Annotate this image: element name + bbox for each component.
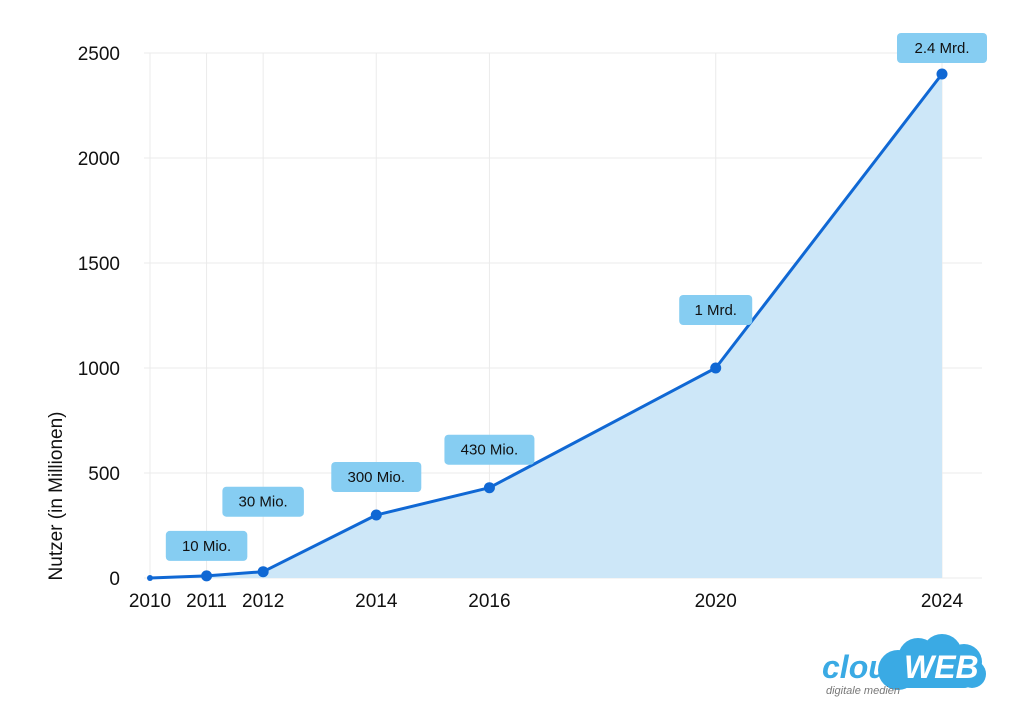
data-label-2011: 10 Mio.	[165, 530, 248, 561]
y-tick-label: 2000	[78, 149, 120, 170]
data-label-2024: 2.4 Mrd.	[897, 33, 987, 63]
y-tick-label: 0	[109, 569, 120, 590]
data-label-text: 30 Mio.	[239, 494, 288, 511]
x-tick-label: 2012	[242, 591, 284, 612]
y-tick-label: 2500	[78, 44, 120, 65]
y-tick-label: 1000	[78, 359, 120, 380]
data-label-text: 1 Mrd.	[694, 302, 737, 319]
y-tick-label: 1500	[78, 254, 120, 275]
data-point-2011	[201, 570, 213, 582]
cloudweb-logo: cloud WEB digitale medien	[818, 632, 990, 698]
data-label-box	[222, 486, 304, 517]
area-fill	[150, 74, 942, 578]
y-tick-label: 500	[88, 464, 120, 485]
data-point-2010	[147, 575, 153, 581]
x-tick-label: 2016	[468, 591, 510, 612]
data-markers	[147, 68, 948, 582]
x-tick-label: 2011	[186, 591, 227, 612]
x-tick-label: 2020	[695, 591, 737, 612]
logo-tagline: digitale medien	[826, 685, 900, 697]
data-label-box	[165, 530, 248, 561]
data-label-text: 10 Mio.	[182, 538, 231, 555]
y-axis-label: Nutzer (in Millionen)	[46, 412, 67, 581]
x-tick-label: 2014	[355, 591, 398, 612]
y-axis-ticks: 0 500 1000 1500 2000 2500	[78, 44, 120, 590]
x-tick-label: 2010	[129, 591, 171, 612]
x-axis-ticks: 2010 2011 2012 2014 2016 2020 2024	[129, 591, 964, 612]
logo-brand-main: cloud	[822, 649, 909, 685]
data-label-box	[679, 295, 753, 325]
data-label-2012: 30 Mio.	[222, 486, 304, 517]
data-point-2012	[257, 566, 269, 578]
data-labels: 10 Mio. 30 Mio. 300 Mio. 430 Mio. 1 Mrd. 2.4 …	[165, 33, 987, 561]
data-label-2016: 430 Mio.	[444, 434, 535, 465]
logo-brand-accent: WEB	[904, 649, 979, 685]
data-label-box	[331, 462, 422, 492]
x-tick-label: 2024	[921, 591, 964, 612]
data-point-2024	[936, 68, 948, 80]
data-point-2020	[710, 362, 722, 374]
data-label-text: 2.4 Mrd.	[914, 40, 969, 57]
data-label-2020: 1 Mrd.	[679, 295, 753, 325]
data-label-2014: 300 Mio.	[331, 462, 422, 492]
cloud-shape	[878, 634, 986, 690]
data-label-box	[444, 434, 535, 465]
data-point-2016	[483, 482, 495, 494]
data-label-box	[897, 33, 987, 63]
data-label-text: 300 Mio.	[348, 469, 406, 486]
data-label-text: 430 Mio.	[461, 442, 519, 459]
data-point-2014	[370, 509, 382, 521]
